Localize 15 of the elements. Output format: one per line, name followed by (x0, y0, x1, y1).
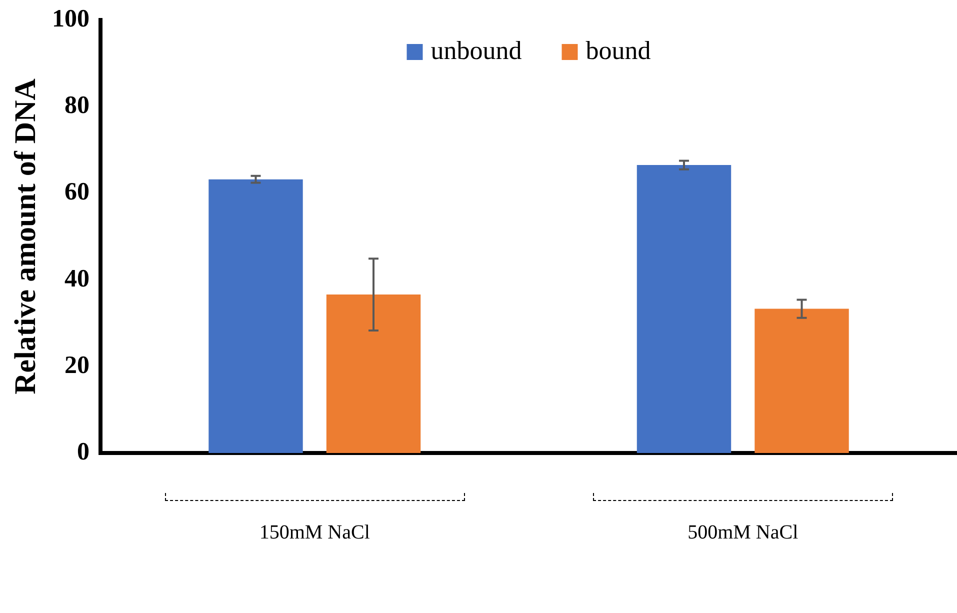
legend-label: unbound (430, 36, 522, 65)
y-axis-title: Relative amount of DNA (8, 78, 42, 394)
legend-label: bound (586, 36, 651, 65)
x-tick-label: 150mM NaCl (259, 521, 370, 544)
y-tick-label: 40 (64, 265, 90, 292)
y-tick-label: 20 (64, 352, 90, 379)
bar (754, 308, 849, 453)
y-tick-label: 0 (77, 438, 90, 466)
bar (636, 165, 732, 453)
y-tick-label: 80 (64, 92, 90, 120)
x-tick-label: 500mM NaCl (688, 521, 799, 544)
bar (208, 179, 303, 453)
bar (326, 294, 421, 453)
y-tick-label: 60 (64, 178, 90, 206)
y-tick-label: 100 (52, 5, 90, 32)
